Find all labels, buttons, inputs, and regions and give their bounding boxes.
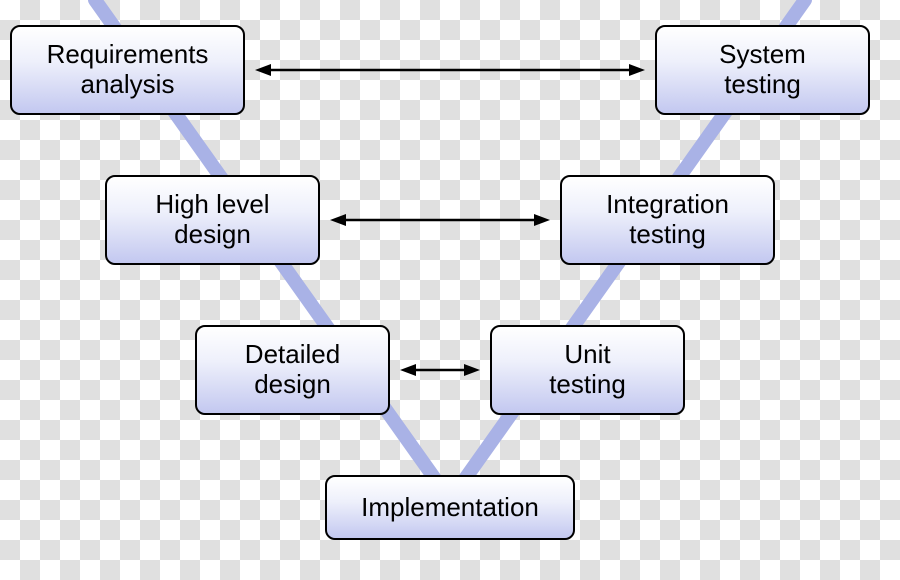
node-requirements: Requirements analysis	[10, 25, 245, 115]
node-label: Detailed design	[245, 340, 340, 400]
node-label: Integration testing	[606, 190, 729, 250]
node-impl: Implementation	[325, 475, 575, 540]
node-dd: Detailed design	[195, 325, 390, 415]
node-integration: Integration testing	[560, 175, 775, 265]
node-label: System testing	[719, 40, 806, 100]
v-model-diagram: Requirements analysis System testing High …	[0, 0, 900, 580]
node-label: Implementation	[361, 493, 539, 523]
node-label: Unit testing	[549, 340, 626, 400]
node-label: Requirements analysis	[47, 40, 209, 100]
node-unit: Unit testing	[490, 325, 685, 415]
node-hld: High level design	[105, 175, 320, 265]
node-system-test: System testing	[655, 25, 870, 115]
node-label: High level design	[155, 190, 269, 250]
